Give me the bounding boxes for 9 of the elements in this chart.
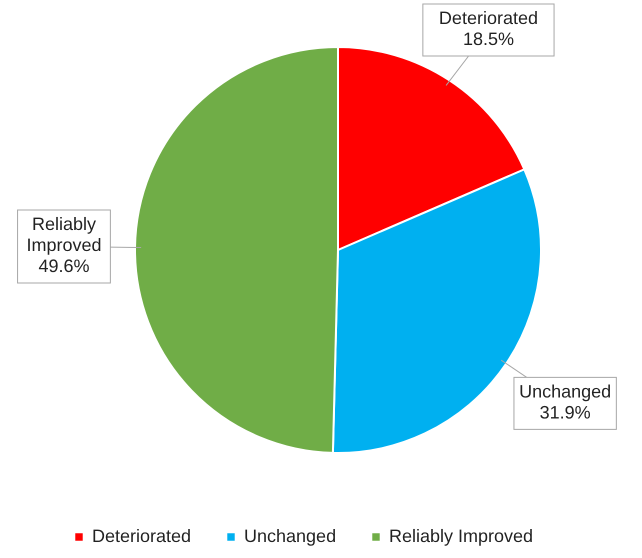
legend-label: Reliably Improved	[389, 526, 534, 546]
slice-label: Unchanged	[519, 381, 612, 402]
slice-label: Reliably Improved	[26, 214, 102, 256]
data-label: 49.6%	[38, 256, 90, 276]
data-label: 31.9%	[540, 402, 591, 422]
slice-label: Deteriorated	[438, 8, 538, 28]
legend-label: Unchanged	[244, 526, 336, 546]
legend-label: Deteriorated	[92, 526, 192, 546]
data-label: 18.5%	[462, 29, 514, 49]
